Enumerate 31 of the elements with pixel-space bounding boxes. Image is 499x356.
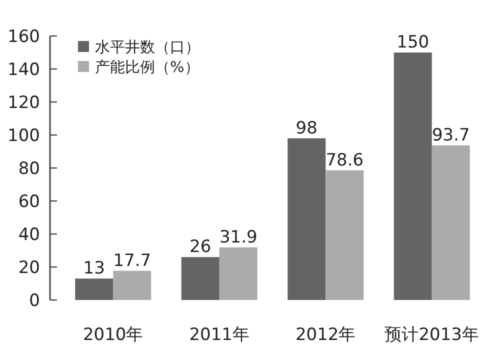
x-tick-label: 预计2013年 [384, 325, 480, 345]
data-label: 31.9 [219, 227, 258, 248]
y-tick-label: 20 [18, 258, 40, 278]
legend-label: 水平井数（口） [95, 38, 200, 56]
data-label: 150 [396, 32, 430, 52]
y-tick-label: 100 [8, 126, 40, 146]
y-tick-label: 0 [29, 291, 40, 311]
y-tick-label: 120 [8, 93, 40, 113]
y-tick-label: 60 [18, 192, 40, 212]
legend-label: 产能比例（%） [95, 58, 200, 76]
bar [288, 138, 326, 300]
y-tick-label: 160 [8, 27, 40, 47]
data-label: 17.7 [113, 250, 152, 271]
x-tick-label: 2011年 [189, 325, 250, 345]
bar [432, 145, 470, 300]
data-label: 98 [296, 118, 318, 138]
x-tick-label: 2012年 [295, 325, 356, 345]
bar [394, 52, 432, 300]
x-tick-label: 2010年 [82, 325, 144, 345]
data-label: 26 [190, 237, 212, 258]
bar [181, 257, 220, 300]
data-label: 78.6 [326, 150, 364, 170]
data-label: 93.7 [432, 125, 470, 146]
y-tick-label: 80 [18, 159, 40, 179]
y-tick-label: 140 [8, 60, 40, 80]
bar [113, 270, 152, 300]
data-label: 13 [83, 258, 105, 279]
y-tick-label: 40 [18, 225, 40, 245]
bar [219, 247, 258, 300]
bar [75, 278, 114, 300]
bar [326, 170, 364, 300]
